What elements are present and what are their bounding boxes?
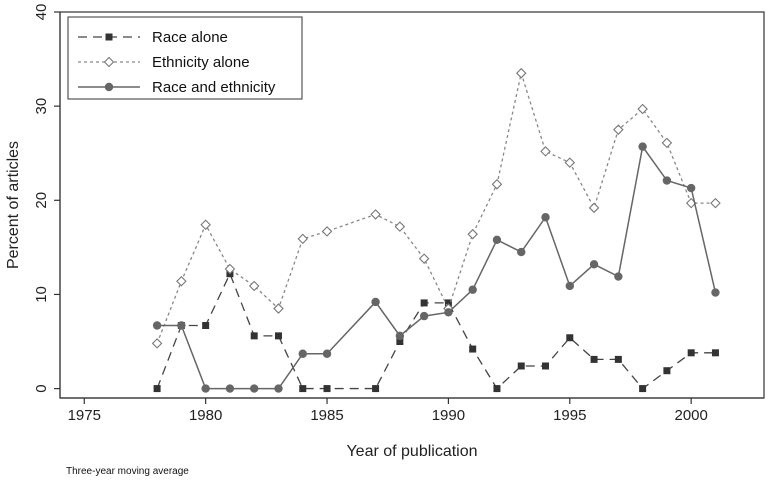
legend-label: Race alone <box>152 29 228 46</box>
series-line <box>157 144 717 390</box>
data-point <box>444 308 453 317</box>
data-point <box>250 332 258 340</box>
x-tick-label: 1980 <box>189 407 222 424</box>
x-tick-label: 1990 <box>432 407 465 424</box>
data-point <box>370 209 381 220</box>
x-tick-label: 1975 <box>68 407 101 424</box>
data-point <box>541 213 550 222</box>
data-point <box>394 221 406 232</box>
chart-note: Three-year moving average <box>66 466 189 477</box>
data-point <box>614 272 623 281</box>
data-point <box>371 297 380 307</box>
y-tick-label: 0 <box>33 384 50 392</box>
data-point <box>662 176 672 185</box>
data-point <box>321 226 333 237</box>
legend-label: Ethnicity alone <box>152 54 250 71</box>
data-point <box>298 349 307 358</box>
data-point <box>637 103 648 115</box>
data-point <box>444 299 452 307</box>
data-point <box>177 321 186 330</box>
data-point <box>517 247 526 257</box>
data-point <box>613 124 624 135</box>
data-point <box>710 197 721 209</box>
series-ethnicity-alone <box>151 67 721 349</box>
data-point <box>590 355 598 363</box>
data-point <box>686 183 696 193</box>
data-point <box>711 288 720 297</box>
data-point <box>469 345 477 353</box>
data-point <box>323 385 331 393</box>
data-point <box>248 280 260 292</box>
data-point <box>517 362 525 370</box>
data-point <box>224 263 236 275</box>
data-point <box>638 142 647 151</box>
y-tick-label: 30 <box>33 98 50 115</box>
data-point <box>661 137 673 149</box>
y-ticks: 0 10 20 30 40 <box>33 4 60 393</box>
legend-label: Race and ethnicity <box>152 79 276 96</box>
legend-marker <box>105 33 113 41</box>
data-point <box>250 384 259 393</box>
data-point <box>565 281 574 291</box>
data-point <box>639 385 647 393</box>
data-point <box>200 219 211 231</box>
y-tick-label: 40 <box>33 4 50 21</box>
data-point <box>396 338 404 346</box>
data-point <box>687 349 695 357</box>
data-point <box>420 299 428 307</box>
series-line <box>156 70 716 344</box>
data-point <box>151 338 163 349</box>
data-point <box>493 385 501 393</box>
x-ticks: 1975 1980 1985 1990 1995 2000 <box>68 398 708 424</box>
data-point <box>419 311 429 321</box>
data-point <box>711 349 719 357</box>
data-point <box>564 157 576 168</box>
data-point <box>468 285 477 294</box>
data-point <box>467 228 478 240</box>
data-point <box>372 385 380 393</box>
data-point <box>540 146 551 157</box>
data-point <box>395 331 405 341</box>
data-point <box>566 334 574 342</box>
data-point <box>418 253 430 264</box>
data-point <box>614 355 622 363</box>
y-axis-title: Percent of articles <box>5 141 22 269</box>
y-tick-label: 10 <box>33 286 50 303</box>
legend: Race alone Ethnicity alone Race and ethnic… <box>67 16 303 100</box>
data-point <box>588 202 600 214</box>
series-race-alone <box>153 270 719 393</box>
y-tick-label: 20 <box>33 192 50 209</box>
data-point <box>492 235 502 245</box>
data-point <box>515 67 527 79</box>
data-point <box>274 384 283 393</box>
x-tick-label: 1995 <box>553 407 586 424</box>
data-point <box>225 384 235 393</box>
data-point <box>322 349 332 358</box>
data-point <box>202 322 210 330</box>
legend-marker <box>103 56 115 68</box>
data-point <box>589 260 599 269</box>
x-axis-title: Year of publication <box>346 443 477 460</box>
data-point <box>152 321 162 330</box>
series-line <box>156 272 716 390</box>
series-race-and-ethnicity <box>152 142 720 393</box>
data-point <box>274 332 282 340</box>
x-tick-label: 2000 <box>674 407 707 424</box>
data-point <box>176 275 187 287</box>
data-point <box>491 179 503 190</box>
data-point <box>153 385 161 393</box>
data-point <box>201 384 210 393</box>
legend-marker <box>104 82 114 92</box>
data-point <box>663 367 671 375</box>
data-point <box>542 362 550 370</box>
data-point <box>297 233 309 245</box>
series-layer <box>151 67 721 393</box>
x-tick-label: 1985 <box>310 407 343 424</box>
data-point <box>273 303 284 314</box>
data-point <box>299 385 307 393</box>
